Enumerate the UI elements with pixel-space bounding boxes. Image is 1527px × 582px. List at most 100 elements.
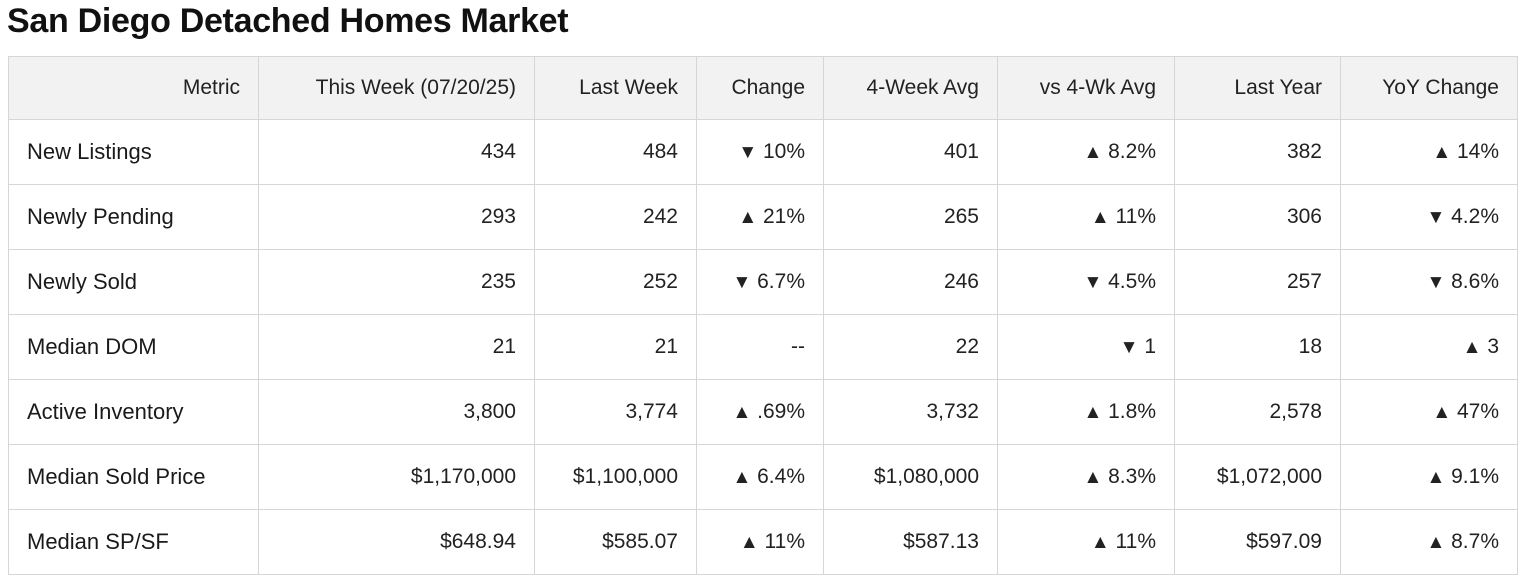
change-value: 11% xyxy=(764,530,805,553)
four-week-avg-value: $587.13 xyxy=(823,509,998,575)
change-value: 1 xyxy=(1144,335,1156,358)
change-value: 3 xyxy=(1487,335,1499,358)
up-arrow-icon: ▲ xyxy=(738,207,758,228)
four-week-avg-value: 246 xyxy=(823,249,998,315)
up-arrow-icon: ▲ xyxy=(1090,532,1110,553)
up-arrow-icon: ▲ xyxy=(732,402,752,423)
yoy-change-cell: ▲ 9.1% xyxy=(1340,444,1518,510)
change-value: 11% xyxy=(1115,205,1156,228)
change-value: 4.5% xyxy=(1108,270,1156,293)
last-year-value: 18 xyxy=(1174,314,1341,380)
change-cell: ▲ 11% xyxy=(696,509,824,575)
last-year-value: $1,072,000 xyxy=(1174,444,1341,510)
this-week-value: 293 xyxy=(258,184,535,250)
change-value: 4.2% xyxy=(1451,205,1499,228)
header-this-week[interactable]: This Week (07/20/25) xyxy=(258,56,535,120)
last-week-value: 252 xyxy=(534,249,697,315)
last-year-value: 382 xyxy=(1174,119,1341,185)
change-value: 6.7% xyxy=(757,270,805,293)
vs-four-week-avg-cell: ▼ 4.5% xyxy=(997,249,1175,315)
change-cell: ▼ 6.7% xyxy=(696,249,824,315)
this-week-value: $648.94 xyxy=(258,509,535,575)
vs-four-week-avg-cell: ▼ 1 xyxy=(997,314,1175,380)
last-year-value: 257 xyxy=(1174,249,1341,315)
four-week-avg-value: 401 xyxy=(823,119,998,185)
change-cell: ▲ 6.4% xyxy=(696,444,824,510)
change-value: 14% xyxy=(1456,140,1499,163)
change-value: 11% xyxy=(1115,530,1156,553)
up-arrow-icon: ▲ xyxy=(1432,402,1452,423)
up-arrow-icon: ▲ xyxy=(1083,402,1103,423)
yoy-change-cell: ▲ 47% xyxy=(1340,379,1518,445)
change-cell: ▲ .69% xyxy=(696,379,824,445)
table-row: Median DOM 21 21 -- 22 ▼ 1 18 ▲ 3 xyxy=(8,314,1518,380)
vs-four-week-avg-cell: ▲ 8.3% xyxy=(997,444,1175,510)
vs-four-week-avg-cell: ▲ 11% xyxy=(997,184,1175,250)
last-week-value: 21 xyxy=(534,314,697,380)
four-week-avg-value: 3,732 xyxy=(823,379,998,445)
last-week-value: 3,774 xyxy=(534,379,697,445)
table-row: Active Inventory 3,800 3,774 ▲ .69% 3,732 ▲ 1… xyxy=(8,379,1518,445)
metric-label: Median SP/SF xyxy=(8,509,259,575)
vs-four-week-avg-cell: ▲ 1.8% xyxy=(997,379,1175,445)
change-value: 1.8% xyxy=(1108,400,1156,423)
metric-label: Median DOM xyxy=(8,314,259,380)
metric-label: Median Sold Price xyxy=(8,444,259,510)
change-value: 10% xyxy=(762,140,805,163)
up-arrow-icon: ▲ xyxy=(1432,142,1452,163)
last-year-value: 306 xyxy=(1174,184,1341,250)
down-arrow-icon: ▼ xyxy=(1426,272,1446,293)
page-title: San Diego Detached Homes Market xyxy=(7,2,569,40)
header-last-week[interactable]: Last Week xyxy=(534,56,697,120)
change-value: 9.1% xyxy=(1451,465,1499,488)
header-change[interactable]: Change xyxy=(696,56,824,120)
down-arrow-icon: ▼ xyxy=(732,272,752,293)
four-week-avg-value: 265 xyxy=(823,184,998,250)
change-value: 8.3% xyxy=(1108,465,1156,488)
down-arrow-icon: ▼ xyxy=(1426,207,1446,228)
last-week-value: $585.07 xyxy=(534,509,697,575)
last-week-value: 484 xyxy=(534,119,697,185)
header-last-year[interactable]: Last Year xyxy=(1174,56,1341,120)
change-value: 21% xyxy=(762,205,805,228)
header-metric[interactable]: Metric xyxy=(8,56,259,120)
last-year-value: 2,578 xyxy=(1174,379,1341,445)
yoy-change-cell: ▼ 4.2% xyxy=(1340,184,1518,250)
change-value: 8.6% xyxy=(1451,270,1499,293)
down-arrow-icon: ▼ xyxy=(738,142,758,163)
last-week-value: 242 xyxy=(534,184,697,250)
up-arrow-icon: ▲ xyxy=(1426,532,1446,553)
this-week-value: $1,170,000 xyxy=(258,444,535,510)
table-row: Median SP/SF $648.94 $585.07 ▲ 11% $587.13 ▲ … xyxy=(8,509,1518,575)
vs-four-week-avg-cell: ▲ 8.2% xyxy=(997,119,1175,185)
change-value: .69% xyxy=(757,400,805,423)
metric-label: New Listings xyxy=(8,119,259,185)
change-cell: ▲ 21% xyxy=(696,184,824,250)
up-arrow-icon: ▲ xyxy=(739,532,759,553)
yoy-change-cell: ▲ 8.7% xyxy=(1340,509,1518,575)
header-vs-four-week-avg[interactable]: vs 4-Wk Avg xyxy=(997,56,1175,120)
yoy-change-cell: ▼ 8.6% xyxy=(1340,249,1518,315)
header-four-week-avg[interactable]: 4-Week Avg xyxy=(823,56,998,120)
change-value: 6.4% xyxy=(757,465,805,488)
change-cell: -- xyxy=(696,314,824,380)
up-arrow-icon: ▲ xyxy=(1090,207,1110,228)
change-value: 8.7% xyxy=(1451,530,1499,553)
up-arrow-icon: ▲ xyxy=(1462,337,1482,358)
yoy-change-cell: ▲ 14% xyxy=(1340,119,1518,185)
header-yoy-change[interactable]: YoY Change xyxy=(1340,56,1518,120)
metric-label: Active Inventory xyxy=(8,379,259,445)
this-week-value: 235 xyxy=(258,249,535,315)
four-week-avg-value: $1,080,000 xyxy=(823,444,998,510)
change-value: -- xyxy=(791,335,805,358)
table-row: Newly Sold 235 252 ▼ 6.7% 246 ▼ 4.5% 257 ▼ 8.6% xyxy=(8,249,1518,315)
this-week-value: 434 xyxy=(258,119,535,185)
table-body: New Listings 434 484 ▼ 10% 401 ▲ 8.2% 382 ▲ 14%… xyxy=(8,119,1518,575)
last-year-value: $597.09 xyxy=(1174,509,1341,575)
up-arrow-icon: ▲ xyxy=(1083,467,1103,488)
this-week-value: 21 xyxy=(258,314,535,380)
yoy-change-cell: ▲ 3 xyxy=(1340,314,1518,380)
market-stats-table: Metric This Week (07/20/25) Last Week Ch… xyxy=(8,56,1518,575)
four-week-avg-value: 22 xyxy=(823,314,998,380)
table-row: New Listings 434 484 ▼ 10% 401 ▲ 8.2% 382 ▲ 14% xyxy=(8,119,1518,185)
